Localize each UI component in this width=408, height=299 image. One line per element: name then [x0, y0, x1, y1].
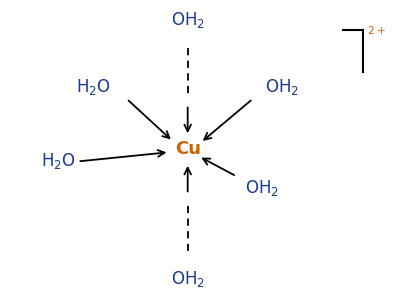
Text: Cu: Cu: [175, 141, 201, 158]
Text: H$_2$O: H$_2$O: [41, 152, 75, 171]
Text: OH$_2$: OH$_2$: [171, 269, 205, 289]
Text: $^{2+}$: $^{2+}$: [367, 27, 386, 42]
Text: OH$_2$: OH$_2$: [245, 179, 279, 198]
Text: OH$_2$: OH$_2$: [171, 10, 205, 30]
Text: OH$_2$: OH$_2$: [265, 77, 299, 97]
Text: H$_2$O: H$_2$O: [76, 77, 111, 97]
